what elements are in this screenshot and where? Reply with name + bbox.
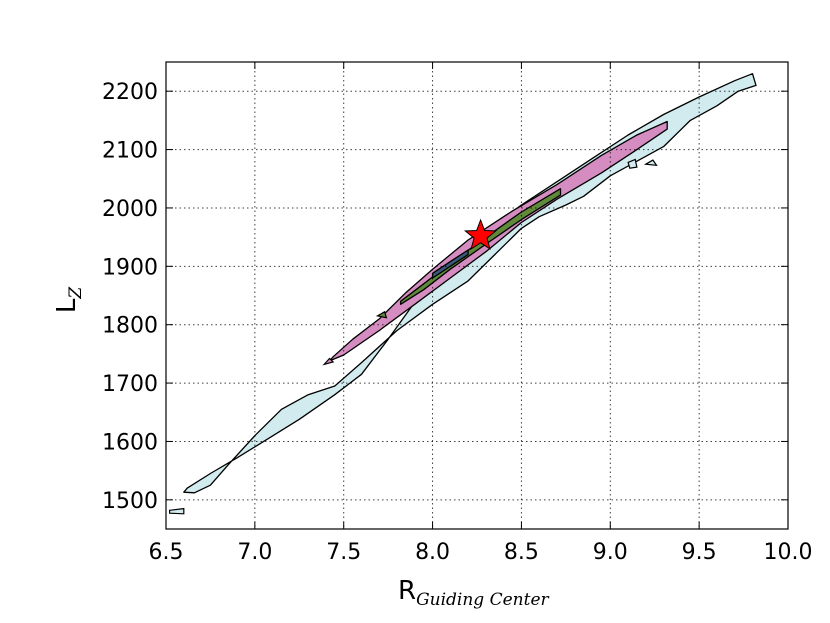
y-tick-label: 2100 — [102, 139, 158, 164]
contour-island-5 — [375, 310, 388, 319]
contour-island-1 — [169, 507, 185, 515]
x-axis-label-main: R — [398, 576, 416, 606]
x-tick-label: 8.0 — [415, 540, 450, 565]
contour-level-middle — [328, 120, 668, 362]
y-tick-label: 1900 — [102, 255, 158, 280]
y-axis-label-subscript: Z — [66, 286, 86, 300]
x-tick-label: 10.0 — [764, 540, 813, 565]
y-tick-label: 2200 — [102, 80, 158, 105]
contour-level-outer — [183, 73, 757, 494]
x-axis-label: RGuiding Center — [398, 576, 550, 610]
contour-island-3 — [643, 159, 658, 167]
x-tick-label: 8.5 — [504, 540, 539, 565]
star-marker — [463, 218, 498, 251]
contour-level-inner — [399, 188, 562, 305]
y-tick-label: 1600 — [102, 430, 158, 455]
y-tick-label: 1700 — [102, 372, 158, 397]
x-axis-label-subscript: Guiding Center — [416, 590, 549, 610]
y-tick-label: 2000 — [102, 197, 158, 222]
y-axis-label: LZ — [52, 286, 86, 314]
x-tick-label: 7.5 — [326, 540, 361, 565]
plot-frame — [165, 61, 789, 530]
x-tick-label: 9.5 — [682, 540, 717, 565]
y-axis-label-main: L — [52, 298, 82, 313]
contour-island-4 — [322, 357, 335, 366]
x-tick-label: 9.0 — [593, 540, 628, 565]
y-tick-label: 1500 — [102, 489, 158, 514]
contour-island-2 — [627, 158, 638, 169]
y-tick-label: 1800 — [102, 314, 158, 339]
x-tick-label: 6.5 — [149, 540, 184, 565]
x-tick-label: 7.0 — [237, 540, 272, 565]
